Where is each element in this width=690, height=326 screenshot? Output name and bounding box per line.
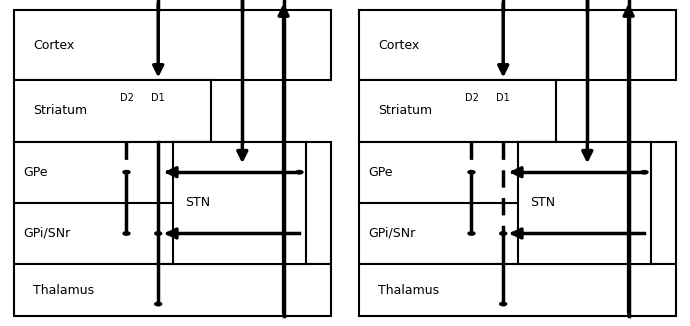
Bar bbox=[518, 141, 651, 264]
Bar bbox=[359, 80, 555, 141]
Text: Cortex: Cortex bbox=[33, 38, 74, 52]
Bar bbox=[172, 141, 306, 264]
Text: Thalamus: Thalamus bbox=[378, 284, 439, 297]
Circle shape bbox=[468, 170, 475, 174]
Circle shape bbox=[500, 232, 506, 235]
Circle shape bbox=[468, 232, 475, 235]
Bar bbox=[14, 10, 331, 80]
Circle shape bbox=[500, 302, 506, 305]
Circle shape bbox=[123, 170, 130, 174]
Text: GPe: GPe bbox=[368, 166, 393, 179]
Text: D1: D1 bbox=[496, 93, 510, 102]
Bar bbox=[14, 141, 331, 264]
Bar bbox=[359, 10, 676, 80]
Bar bbox=[14, 264, 331, 316]
Text: D2: D2 bbox=[119, 93, 133, 102]
Text: Thalamus: Thalamus bbox=[33, 284, 94, 297]
Text: Striatum: Striatum bbox=[378, 104, 432, 117]
Text: GPi/SNr: GPi/SNr bbox=[23, 227, 70, 240]
Circle shape bbox=[123, 232, 130, 235]
Bar bbox=[14, 80, 210, 141]
Text: D2: D2 bbox=[464, 93, 478, 102]
Bar bbox=[359, 141, 676, 264]
Circle shape bbox=[155, 232, 161, 235]
Text: STN: STN bbox=[530, 196, 555, 209]
Circle shape bbox=[155, 302, 161, 305]
Text: GPe: GPe bbox=[23, 166, 48, 179]
Circle shape bbox=[641, 170, 648, 174]
Text: Striatum: Striatum bbox=[33, 104, 87, 117]
Bar bbox=[359, 264, 676, 316]
Text: Cortex: Cortex bbox=[378, 38, 419, 52]
Text: GPi/SNr: GPi/SNr bbox=[368, 227, 415, 240]
Text: D1: D1 bbox=[151, 93, 165, 102]
Circle shape bbox=[296, 170, 303, 174]
Text: STN: STN bbox=[185, 196, 210, 209]
